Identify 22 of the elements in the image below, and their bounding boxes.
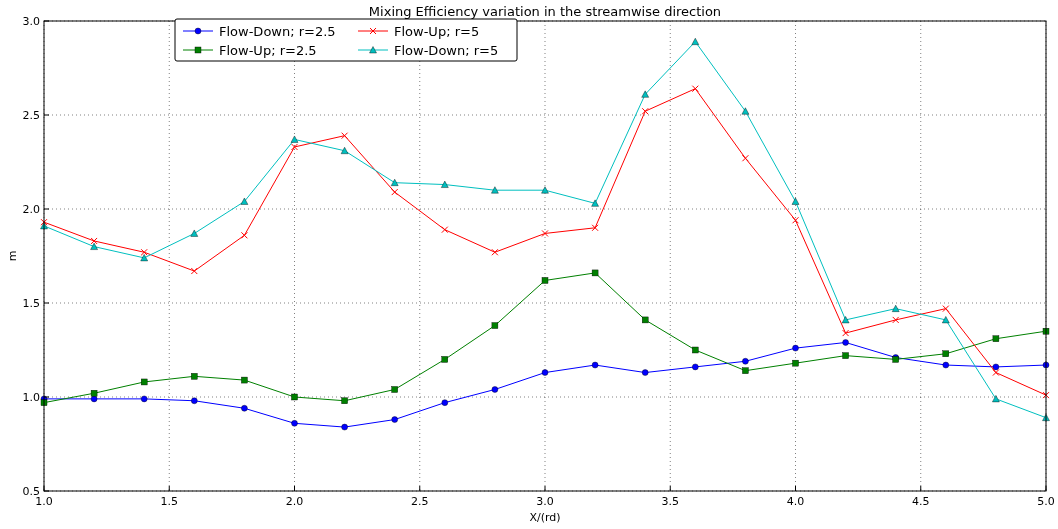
y-tick-label: 2.0 [22, 203, 40, 216]
y-tick-label: 1.5 [22, 297, 40, 310]
y-tick-label: 2.5 [22, 109, 40, 122]
chart-title: Mixing Efficiency variation in the streamwise direction [368, 4, 722, 19]
x-tick-label: 3.5 [661, 495, 679, 508]
x-tick-label: 3.0 [536, 495, 554, 508]
y-tick-label: 3.0 [22, 15, 40, 28]
x-tick-label: 2.0 [285, 495, 304, 508]
legend-label: Flow-Down; r=2.5 [219, 24, 336, 39]
y-tick-label: 1.0 [22, 391, 40, 404]
x-tick-label: 4.0 [786, 495, 805, 508]
x-tick-label: 5.0 [1037, 495, 1055, 508]
legend-label: Flow-Up; r=5 [394, 24, 480, 39]
x-axis-title: X/(rd) [529, 511, 561, 524]
y-tick-label: 0.5 [22, 485, 40, 498]
x-tick-label: 1.5 [160, 495, 178, 508]
x-tick-label: 1.0 [35, 495, 53, 508]
y-axis-title: m [6, 250, 19, 262]
x-tick-label: 2.5 [411, 495, 429, 508]
legend-label: Flow-Down; r=5 [394, 43, 499, 58]
x-tick-label: 4.5 [912, 495, 930, 508]
legend-label: Flow-Up; r=2.5 [219, 43, 317, 58]
